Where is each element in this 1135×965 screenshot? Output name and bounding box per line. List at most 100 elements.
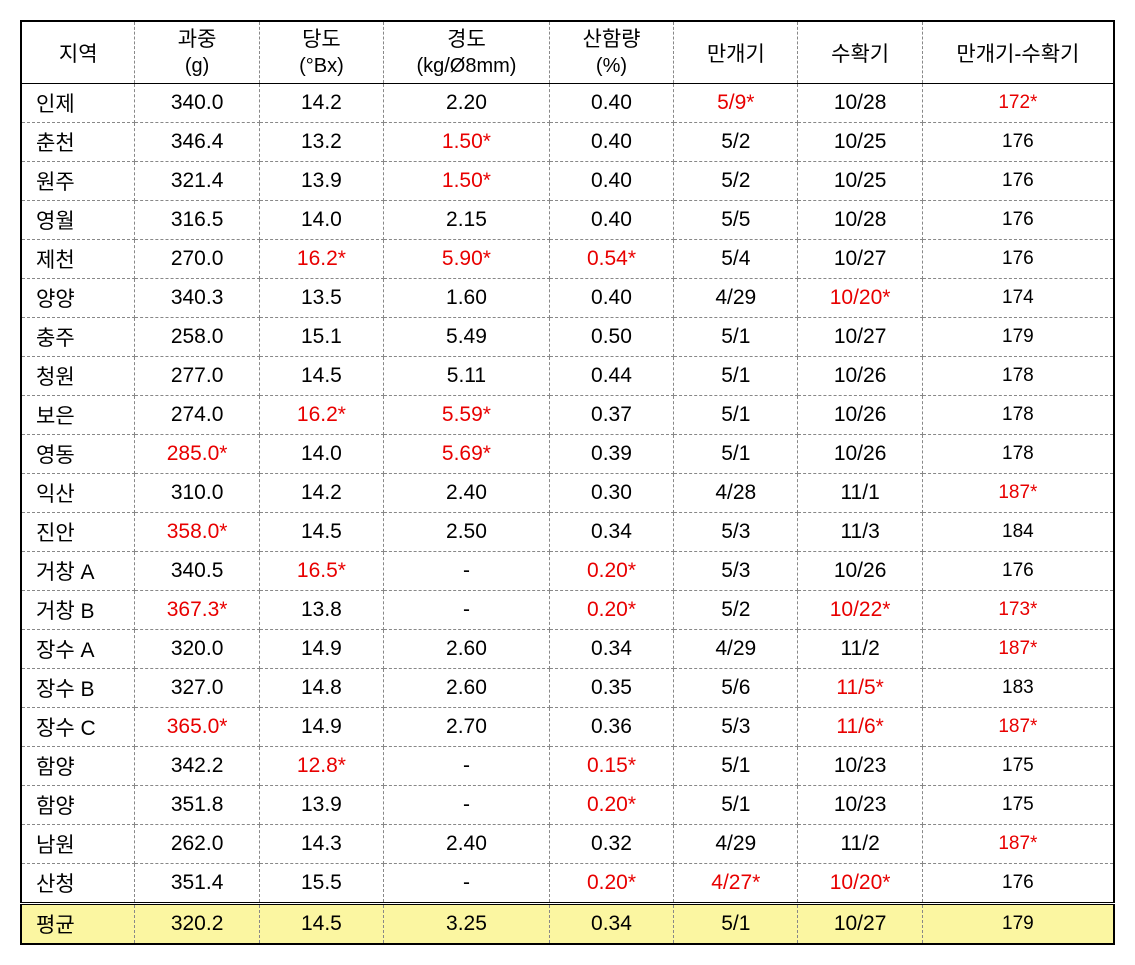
data-cell: 0.40 — [549, 123, 673, 162]
data-cell: 0.35 — [549, 669, 673, 708]
data-cell: 11/2 — [798, 630, 922, 669]
data-cell: 11/5* — [798, 669, 922, 708]
footer-data-cell: 320.2 — [135, 904, 259, 945]
table-row: 함양351.813.9-0.20*5/110/23175 — [21, 786, 1114, 825]
region-cell: 익산 — [21, 474, 135, 513]
data-cell: 346.4 — [135, 123, 259, 162]
footer-region-cell: 평균 — [21, 904, 135, 945]
data-cell: 5.59* — [384, 396, 550, 435]
data-cell: 10/23 — [798, 747, 922, 786]
region-cell: 충주 — [21, 318, 135, 357]
col-header-3: 경도(kg/Ø8mm) — [384, 21, 550, 84]
table-row: 제천270.016.2*5.90*0.54*5/410/27176 — [21, 240, 1114, 279]
region-cell: 산청 — [21, 864, 135, 904]
region-cell: 장수 B — [21, 669, 135, 708]
region-cell: 장수 C — [21, 708, 135, 747]
table-row: 진안358.0*14.52.500.345/311/3184 — [21, 513, 1114, 552]
data-cell: 0.20* — [549, 591, 673, 630]
data-cell: 174 — [922, 279, 1114, 318]
data-cell: 2.15 — [384, 201, 550, 240]
data-cell: 0.54* — [549, 240, 673, 279]
data-cell: 2.40 — [384, 474, 550, 513]
data-cell: 187* — [922, 630, 1114, 669]
data-cell: 0.40 — [549, 201, 673, 240]
data-cell: 270.0 — [135, 240, 259, 279]
data-cell: 175 — [922, 747, 1114, 786]
data-cell: 11/6* — [798, 708, 922, 747]
data-cell: 16.2* — [259, 396, 383, 435]
data-cell: 0.40 — [549, 162, 673, 201]
data-cell: 173* — [922, 591, 1114, 630]
region-cell: 거창 B — [21, 591, 135, 630]
table-body: 인제340.014.22.200.405/9*10/28172*춘천346.41… — [21, 84, 1114, 904]
region-cell: 춘천 — [21, 123, 135, 162]
data-cell: 1.60 — [384, 279, 550, 318]
data-cell: 15.5 — [259, 864, 383, 904]
table-row: 충주258.015.15.490.505/110/27179 — [21, 318, 1114, 357]
data-cell: 176 — [922, 552, 1114, 591]
data-cell: 5/3 — [674, 513, 798, 552]
data-cell: 13.2 — [259, 123, 383, 162]
data-cell: 10/27 — [798, 240, 922, 279]
table-row: 춘천346.413.21.50*0.405/210/25176 — [21, 123, 1114, 162]
col-header-2: 당도(°Bx) — [259, 21, 383, 84]
data-cell: 310.0 — [135, 474, 259, 513]
data-cell: 358.0* — [135, 513, 259, 552]
region-cell: 보은 — [21, 396, 135, 435]
data-cell: 10/25 — [798, 162, 922, 201]
data-cell: 0.39 — [549, 435, 673, 474]
data-cell: 5/5 — [674, 201, 798, 240]
data-cell: 176 — [922, 162, 1114, 201]
data-cell: 4/27* — [674, 864, 798, 904]
data-cell: 0.50 — [549, 318, 673, 357]
data-cell: 14.3 — [259, 825, 383, 864]
region-cell: 인제 — [21, 84, 135, 123]
table-row: 양양340.313.51.600.404/2910/20*174 — [21, 279, 1114, 318]
data-cell: 342.2 — [135, 747, 259, 786]
data-cell: 4/28 — [674, 474, 798, 513]
table-row: 거창 B367.3*13.8-0.20*5/210/22*173* — [21, 591, 1114, 630]
data-cell: 14.2 — [259, 474, 383, 513]
data-cell: 0.37 — [549, 396, 673, 435]
data-cell: 0.20* — [549, 786, 673, 825]
data-cell: 320.0 — [135, 630, 259, 669]
data-cell: 178 — [922, 357, 1114, 396]
header-label: 경도 — [390, 26, 543, 53]
data-cell: - — [384, 747, 550, 786]
data-cell: 367.3* — [135, 591, 259, 630]
data-cell: 13.9 — [259, 162, 383, 201]
data-cell: 5/2 — [674, 591, 798, 630]
data-cell: 321.4 — [135, 162, 259, 201]
col-header-5: 만개기 — [674, 21, 798, 84]
data-cell: 176 — [922, 240, 1114, 279]
data-cell: 176 — [922, 201, 1114, 240]
data-cell: 10/22* — [798, 591, 922, 630]
region-cell: 거창 A — [21, 552, 135, 591]
table-row: 영월316.514.02.150.405/510/28176 — [21, 201, 1114, 240]
data-cell: 10/20* — [798, 279, 922, 318]
region-cell: 청원 — [21, 357, 135, 396]
table-row: 인제340.014.22.200.405/9*10/28172* — [21, 84, 1114, 123]
data-cell: 14.0 — [259, 435, 383, 474]
data-cell: 10/26 — [798, 357, 922, 396]
footer-data-cell: 10/27 — [798, 904, 922, 945]
data-cell: 1.50* — [384, 123, 550, 162]
data-cell: 184 — [922, 513, 1114, 552]
data-cell: 5/3 — [674, 708, 798, 747]
table-row: 청원277.014.55.110.445/110/26178 — [21, 357, 1114, 396]
data-cell: 5/2 — [674, 162, 798, 201]
data-cell: 5/2 — [674, 123, 798, 162]
region-cell: 원주 — [21, 162, 135, 201]
data-cell: 179 — [922, 318, 1114, 357]
table-row: 거창 A340.516.5*-0.20*5/310/26176 — [21, 552, 1114, 591]
col-header-6: 수확기 — [798, 21, 922, 84]
table-row: 영동285.0*14.05.69*0.395/110/26178 — [21, 435, 1114, 474]
data-cell: 15.1 — [259, 318, 383, 357]
data-cell: 5/1 — [674, 747, 798, 786]
data-cell: 11/1 — [798, 474, 922, 513]
header-label: 산함량 — [556, 26, 667, 53]
data-cell: 187* — [922, 708, 1114, 747]
data-cell: 4/29 — [674, 279, 798, 318]
data-cell: 5.69* — [384, 435, 550, 474]
region-cell: 영동 — [21, 435, 135, 474]
